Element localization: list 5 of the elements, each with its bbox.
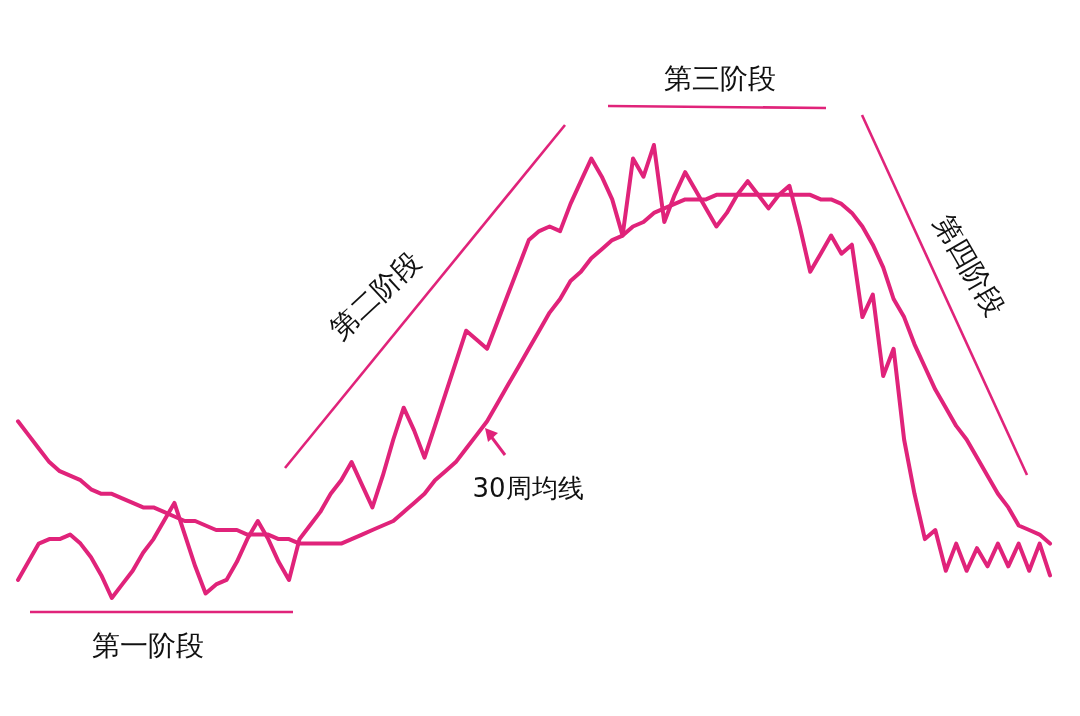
annotation: 30周均线 (472, 473, 584, 503)
annotation: 第四阶段 (927, 208, 1012, 322)
text: 第三阶段 (664, 62, 776, 95)
text: 第一阶段 (92, 629, 204, 662)
annotation: 第二阶段 (323, 245, 428, 346)
